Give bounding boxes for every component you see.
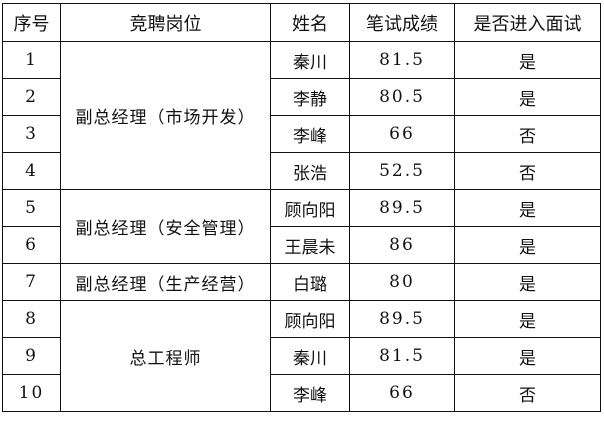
results-table: 序号 竞聘岗位 姓名 笔试成绩 是否进入面试 1 副总经理（市场开发） 秦川 81.5… <box>2 3 601 412</box>
cell-name: 顾向阳 <box>270 300 350 338</box>
cell-no: 7 <box>2 263 61 301</box>
cell-name: 李静 <box>270 78 350 116</box>
header-interview: 是否进入面试 <box>454 3 601 42</box>
cell-score: 80.5 <box>349 78 455 116</box>
cell-interview: 是 <box>454 41 601 79</box>
cell-position: 副总经理（安全管理） <box>60 189 271 264</box>
header-name: 姓名 <box>270 3 350 42</box>
cell-name: 顾向阳 <box>270 189 350 227</box>
cell-name: 张浩 <box>270 152 350 190</box>
header-row: 序号 竞聘岗位 姓名 笔试成绩 是否进入面试 <box>2 3 601 42</box>
cell-score: 52.5 <box>349 152 455 190</box>
table-row: 8 总工程师 顾向阳 89.5 是 <box>2 300 601 412</box>
cell-interview: 是 <box>454 189 601 227</box>
cell-score: 81.5 <box>349 41 455 79</box>
header-no: 序号 <box>2 3 61 42</box>
cell-position: 副总经理（生产经营） <box>60 263 271 301</box>
cell-interview: 否 <box>454 374 601 412</box>
table-row: 4 张浩 52.5 否 <box>2 152 601 190</box>
cell-score: 86 <box>349 226 455 264</box>
cell-no: 8 <box>2 300 61 338</box>
cell-position: 总工程师 <box>60 300 271 412</box>
cell-no: 2 <box>2 78 61 116</box>
table-row: 7 副总经理（生产经营） 白璐 80 是 <box>2 263 601 301</box>
table-row: 1 副总经理（市场开发） 秦川 81.5 是 <box>2 41 601 190</box>
cell-score: 89.5 <box>349 300 455 338</box>
cell-no: 9 <box>2 337 61 375</box>
cell-no: 4 <box>2 152 61 190</box>
cell-interview: 是 <box>454 78 601 116</box>
cell-interview: 是 <box>454 226 601 264</box>
cell-score: 81.5 <box>349 337 455 375</box>
cell-name: 秦川 <box>270 337 350 375</box>
table-row: 9 秦川 81.5 是 <box>2 337 601 375</box>
cell-score: 66 <box>349 115 455 153</box>
table-row: 10 李峰 66 否 <box>2 374 601 412</box>
header-position: 竞聘岗位 <box>60 3 271 42</box>
table-row: 3 李峰 66 否 <box>2 115 601 153</box>
cell-no: 5 <box>2 189 61 227</box>
cell-position: 副总经理（市场开发） <box>60 41 271 190</box>
cell-interview: 否 <box>454 152 601 190</box>
cell-score: 89.5 <box>349 189 455 227</box>
cell-interview: 是 <box>454 300 601 338</box>
cell-no: 3 <box>2 115 61 153</box>
cell-name: 秦川 <box>270 41 350 79</box>
header-score: 笔试成绩 <box>349 3 455 42</box>
cell-score: 66 <box>349 374 455 412</box>
table-row: 5 副总经理（安全管理） 顾向阳 89.5 是 <box>2 189 601 264</box>
cell-no: 6 <box>2 226 61 264</box>
cell-interview: 否 <box>454 115 601 153</box>
cell-name: 白璐 <box>270 263 350 301</box>
cell-no: 1 <box>2 41 61 79</box>
table-row: 6 王晨未 86 是 <box>2 226 601 264</box>
cell-name: 王晨未 <box>270 226 350 264</box>
cell-name: 李峰 <box>270 374 350 412</box>
cell-interview: 是 <box>454 337 601 375</box>
cell-interview: 是 <box>454 263 601 301</box>
cell-name: 李峰 <box>270 115 350 153</box>
cell-no: 10 <box>2 374 61 412</box>
cell-score: 80 <box>349 263 455 301</box>
